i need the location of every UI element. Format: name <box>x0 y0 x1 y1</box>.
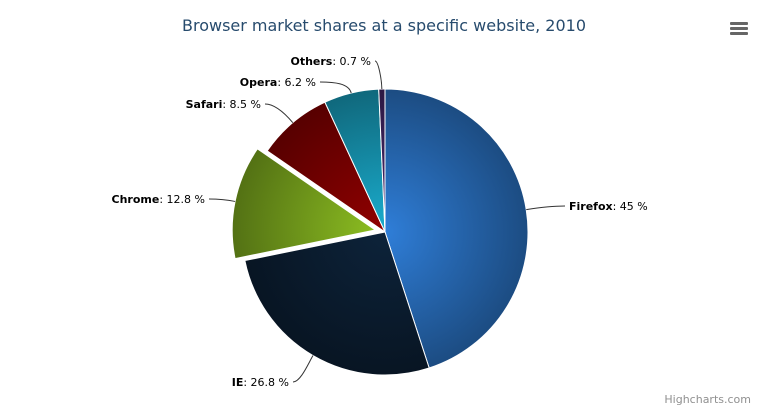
pie-slice-firefox[interactable] <box>384 88 529 369</box>
data-label-safari: Safari: 8.5 % <box>186 98 261 111</box>
hamburger-menu-icon[interactable] <box>730 22 748 38</box>
credits-link[interactable]: Highcharts.com <box>664 393 751 406</box>
connector-others <box>374 60 383 90</box>
connector-opera <box>319 81 352 94</box>
data-label-firefox: Firefox: 45 % <box>569 200 648 213</box>
data-label-ie: IE: 26.8 % <box>232 376 289 389</box>
data-label-others: Others: 0.7 % <box>290 55 371 68</box>
data-label-chrome: Chrome: 12.8 % <box>112 193 205 206</box>
connector-chrome <box>208 198 236 202</box>
pie-slice-ie[interactable] <box>244 231 430 376</box>
pie-slice-others[interactable] <box>378 88 386 233</box>
connector-safari <box>264 103 294 124</box>
data-label-opera: Opera: 6.2 % <box>240 76 316 89</box>
connector-firefox <box>526 205 566 211</box>
connector-ie <box>292 355 314 383</box>
chart-title: Browser market shares at a specific webs… <box>182 16 586 35</box>
